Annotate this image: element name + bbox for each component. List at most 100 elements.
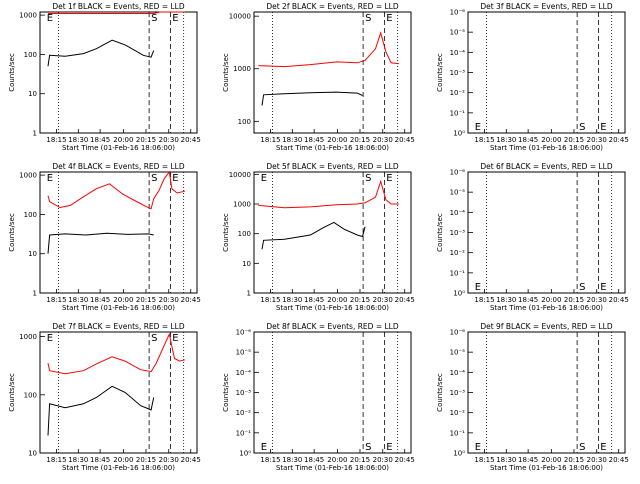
y-tick-label: 10⁰ xyxy=(239,450,251,458)
time-marker-label: E xyxy=(47,13,53,24)
y-tick-label: 10⁻¹ xyxy=(450,109,466,117)
y-tick-label: 10⁻¹ xyxy=(450,269,466,277)
time-marker-label: E xyxy=(47,333,53,344)
x-tick-label: 20:15 xyxy=(136,296,156,304)
x-tick-label: 18:45 xyxy=(304,296,324,304)
y-tick-label: 10⁻⁴ xyxy=(236,369,252,377)
x-tick-label: 20:45 xyxy=(181,296,201,304)
x-tick-label: 20:45 xyxy=(395,456,415,464)
x-axis-label: Start Time (01-Feb-16 18:06:00) xyxy=(62,144,175,152)
lld-series-line xyxy=(258,31,399,68)
y-tick-label: 1000 xyxy=(19,333,37,341)
time-marker-label: S xyxy=(365,442,371,453)
x-tick-label: 20:00 xyxy=(113,136,133,144)
y-axis-label: Counts/sec xyxy=(436,53,444,92)
y-tick-label: 100 xyxy=(24,391,37,399)
time-marker-label: E xyxy=(475,442,481,453)
y-axis-label: Counts/sec xyxy=(222,213,230,252)
y-tick-label: 10⁻⁵ xyxy=(450,29,466,37)
y-tick-label: 10⁻⁴ xyxy=(450,49,466,57)
y-axis-label: Counts/sec xyxy=(222,53,230,92)
plot-frame xyxy=(39,11,198,134)
x-tick-label: 18:15 xyxy=(474,296,494,304)
chart-title: Det 9f BLACK = Events, RED = LLD xyxy=(480,322,613,331)
plot-frame xyxy=(467,171,626,294)
time-marker-label: S xyxy=(151,333,157,344)
x-tick-label: 18:30 xyxy=(282,456,302,464)
time-marker-label: E xyxy=(261,442,267,453)
y-tick-label: 10⁰ xyxy=(453,450,465,458)
events-series-line xyxy=(261,221,366,250)
x-tick-label: 20:00 xyxy=(541,296,561,304)
chart-panel-9: Det 9f BLACK = Events, RED = LLD 18:15 18:… xyxy=(436,322,629,472)
x-tick-label: 18:15 xyxy=(46,296,66,304)
chart-title: Det 1f BLACK = Events, RED = LLD xyxy=(52,2,185,11)
x-axis-label: Start Time (01-Feb-16 18:06:00) xyxy=(62,464,175,472)
time-marker-label: E xyxy=(600,282,606,293)
events-series-line xyxy=(47,39,155,67)
y-tick-label: 10⁻⁶ xyxy=(450,9,466,17)
y-tick-label: 1000 xyxy=(233,201,251,209)
x-tick-label: 18:30 xyxy=(496,456,516,464)
y-tick-label: 10⁻³ xyxy=(450,229,466,237)
time-marker-label: S xyxy=(151,13,157,24)
y-tick-label: 10 xyxy=(28,450,37,458)
x-tick-label: 20:30 xyxy=(587,296,607,304)
x-tick-label: 18:30 xyxy=(68,296,88,304)
time-marker-label: E xyxy=(386,13,392,24)
x-tick-label: 18:45 xyxy=(90,296,110,304)
x-tick-label: 20:15 xyxy=(136,136,156,144)
x-tick-label: 18:15 xyxy=(474,456,494,464)
x-tick-label: 20:30 xyxy=(587,136,607,144)
x-tick-label: 20:15 xyxy=(350,136,370,144)
time-marker-label: S xyxy=(365,13,371,24)
plot-frame xyxy=(39,331,198,454)
y-tick-label: 10 xyxy=(28,90,37,98)
x-tick-label: 20:45 xyxy=(609,136,629,144)
x-axis-label: Start Time (01-Feb-16 18:06:00) xyxy=(276,144,389,152)
y-tick-label: 10 xyxy=(242,260,251,268)
y-tick-label: 10⁻³ xyxy=(450,69,466,77)
y-tick-label: 100 xyxy=(238,118,251,126)
y-tick-label: 10000 xyxy=(229,13,251,21)
x-tick-label: 20:15 xyxy=(564,136,584,144)
y-tick-label: 10⁰ xyxy=(453,290,465,298)
x-axis-label: Start Time (01-Feb-16 18:06:00) xyxy=(62,304,175,312)
time-marker-label: E xyxy=(386,173,392,184)
plot-frame xyxy=(253,331,412,454)
x-tick-label: 18:45 xyxy=(518,136,538,144)
y-tick-label: 10⁻¹ xyxy=(450,429,466,437)
x-tick-label: 20:00 xyxy=(327,456,347,464)
y-tick-label: 10⁻⁶ xyxy=(236,329,252,337)
x-tick-label: 20:00 xyxy=(541,456,561,464)
y-tick-label: 10⁻³ xyxy=(450,389,466,397)
x-tick-label: 18:15 xyxy=(260,296,280,304)
y-tick-label: 100 xyxy=(24,51,37,59)
y-tick-label: 10⁻³ xyxy=(236,389,252,397)
chart-title: Det 6f BLACK = Events, RED = LLD xyxy=(480,162,613,171)
x-tick-label: 20:30 xyxy=(373,456,393,464)
events-series-line xyxy=(261,91,363,106)
time-marker-label: E xyxy=(261,173,267,184)
x-tick-label: 18:45 xyxy=(90,136,110,144)
plot-frame xyxy=(467,11,626,134)
x-tick-label: 20:30 xyxy=(373,296,393,304)
y-axis-label: Counts/sec xyxy=(436,213,444,252)
x-tick-label: 20:30 xyxy=(159,296,179,304)
y-tick-label: 10⁻⁵ xyxy=(450,349,466,357)
events-series-line xyxy=(47,232,154,254)
x-tick-label: 18:45 xyxy=(90,456,110,464)
plot-frame xyxy=(467,331,626,454)
x-tick-label: 20:15 xyxy=(136,456,156,464)
x-axis-label: Start Time (01-Feb-16 18:06:00) xyxy=(490,144,603,152)
chart-title: Det 8f BLACK = Events, RED = LLD xyxy=(266,322,399,331)
x-axis-label: Start Time (01-Feb-16 18:06:00) xyxy=(490,304,603,312)
y-tick-label: 10000 xyxy=(229,171,251,179)
time-marker-label: S xyxy=(579,282,585,293)
x-tick-label: 18:15 xyxy=(46,456,66,464)
time-marker-label: E xyxy=(172,13,178,24)
x-tick-label: 20:30 xyxy=(159,136,179,144)
